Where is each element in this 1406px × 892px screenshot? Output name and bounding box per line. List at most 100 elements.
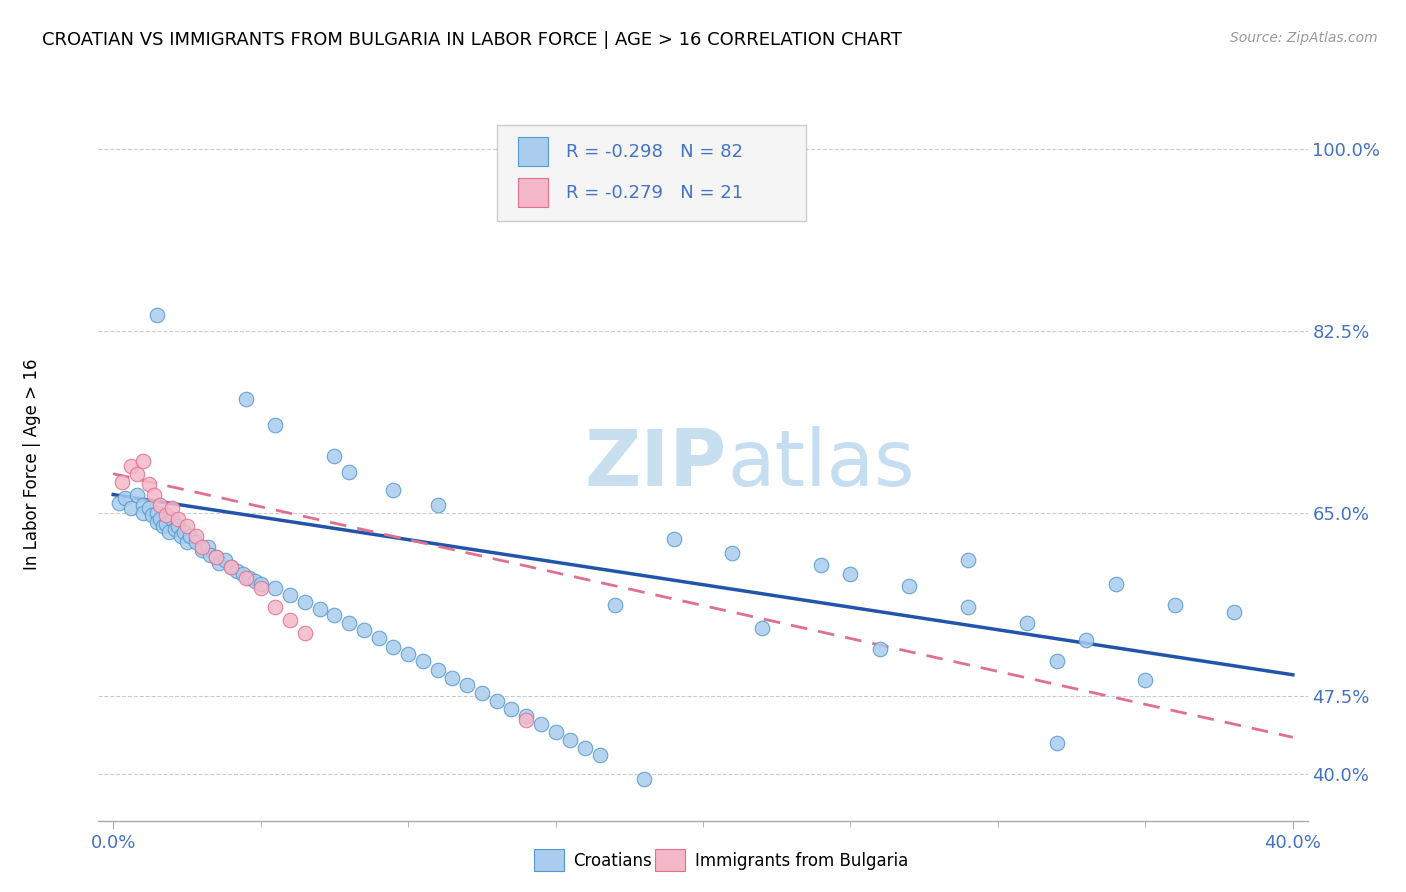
Point (515, 713, 537, 727)
Point (170, 529, 193, 543)
Point (544, 725, 567, 739)
Point (214, 553, 236, 567)
Point (190, 542, 212, 557)
Point (235, 571, 257, 585)
Point (337, 615, 360, 630)
Point (249, 582, 271, 596)
Point (226, 564, 249, 578)
Point (155, 508, 177, 523)
Point (131, 506, 153, 520)
Point (396, 647, 419, 661)
Point (160, 501, 183, 516)
Point (125, 487, 148, 501)
Point (515, 709, 537, 723)
Text: Source: ZipAtlas.com: Source: ZipAtlas.com (1230, 31, 1378, 45)
Point (184, 529, 207, 543)
Point (308, 602, 330, 616)
Point (111, 475, 134, 489)
Point (957, 600, 980, 615)
Point (530, 716, 553, 731)
Point (219, 560, 242, 574)
Point (264, 417, 287, 432)
Point (485, 694, 508, 708)
Point (1223, 605, 1246, 619)
Point (382, 483, 405, 498)
Bar (517, 178, 548, 207)
Point (141, 508, 163, 523)
Point (456, 678, 478, 692)
Point (1046, 654, 1069, 668)
Point (138, 477, 160, 491)
Point (160, 511, 183, 525)
Point (1076, 633, 1098, 648)
Point (441, 671, 464, 685)
Point (143, 487, 166, 501)
Point (839, 566, 862, 581)
Point (167, 518, 190, 533)
Point (249, 577, 271, 591)
Point (120, 459, 142, 474)
Point (633, 772, 655, 786)
Point (426, 498, 449, 512)
Point (721, 546, 744, 560)
Point (149, 511, 172, 525)
Point (125, 467, 148, 481)
Point (264, 582, 287, 596)
Point (278, 588, 301, 602)
Point (662, 533, 685, 547)
Point (238, 571, 260, 585)
Bar (655, 849, 685, 871)
Point (323, 449, 346, 463)
Point (131, 454, 153, 468)
Point (205, 550, 228, 565)
Point (367, 632, 389, 646)
Text: R = -0.298   N = 82: R = -0.298 N = 82 (567, 143, 744, 161)
Point (337, 465, 360, 479)
Point (264, 600, 287, 615)
Point (294, 595, 316, 609)
Text: atlas: atlas (727, 425, 915, 502)
Point (232, 566, 254, 581)
Point (278, 613, 301, 627)
Point (560, 733, 582, 747)
Point (146, 506, 169, 520)
Point (200, 548, 222, 562)
Point (589, 747, 612, 762)
Point (751, 621, 773, 635)
Point (176, 518, 198, 533)
Point (179, 529, 201, 543)
Text: In Labor Force | Age > 16: In Labor Force | Age > 16 (22, 358, 41, 570)
Point (1105, 577, 1128, 591)
Point (603, 598, 626, 612)
Point (810, 558, 832, 573)
Point (382, 640, 405, 654)
Text: R = -0.279   N = 21: R = -0.279 N = 21 (567, 184, 744, 202)
Bar (517, 137, 548, 166)
Point (184, 535, 207, 549)
Point (294, 626, 316, 640)
Point (190, 540, 212, 554)
Point (208, 557, 231, 571)
Point (235, 392, 257, 406)
Point (146, 515, 169, 529)
Point (574, 740, 596, 755)
Point (197, 540, 219, 554)
Point (501, 702, 523, 716)
Point (138, 501, 160, 516)
Point (898, 579, 921, 593)
Point (152, 518, 174, 533)
Bar (534, 849, 564, 871)
Point (114, 491, 136, 505)
Point (157, 524, 180, 539)
Point (1017, 615, 1039, 630)
Point (155, 516, 177, 531)
Point (1164, 598, 1187, 612)
Point (353, 623, 375, 637)
Point (165, 522, 187, 536)
Point (146, 309, 169, 323)
Point (1046, 735, 1069, 749)
Point (412, 654, 434, 668)
Point (131, 498, 153, 512)
Point (471, 685, 494, 699)
Point (149, 498, 172, 512)
